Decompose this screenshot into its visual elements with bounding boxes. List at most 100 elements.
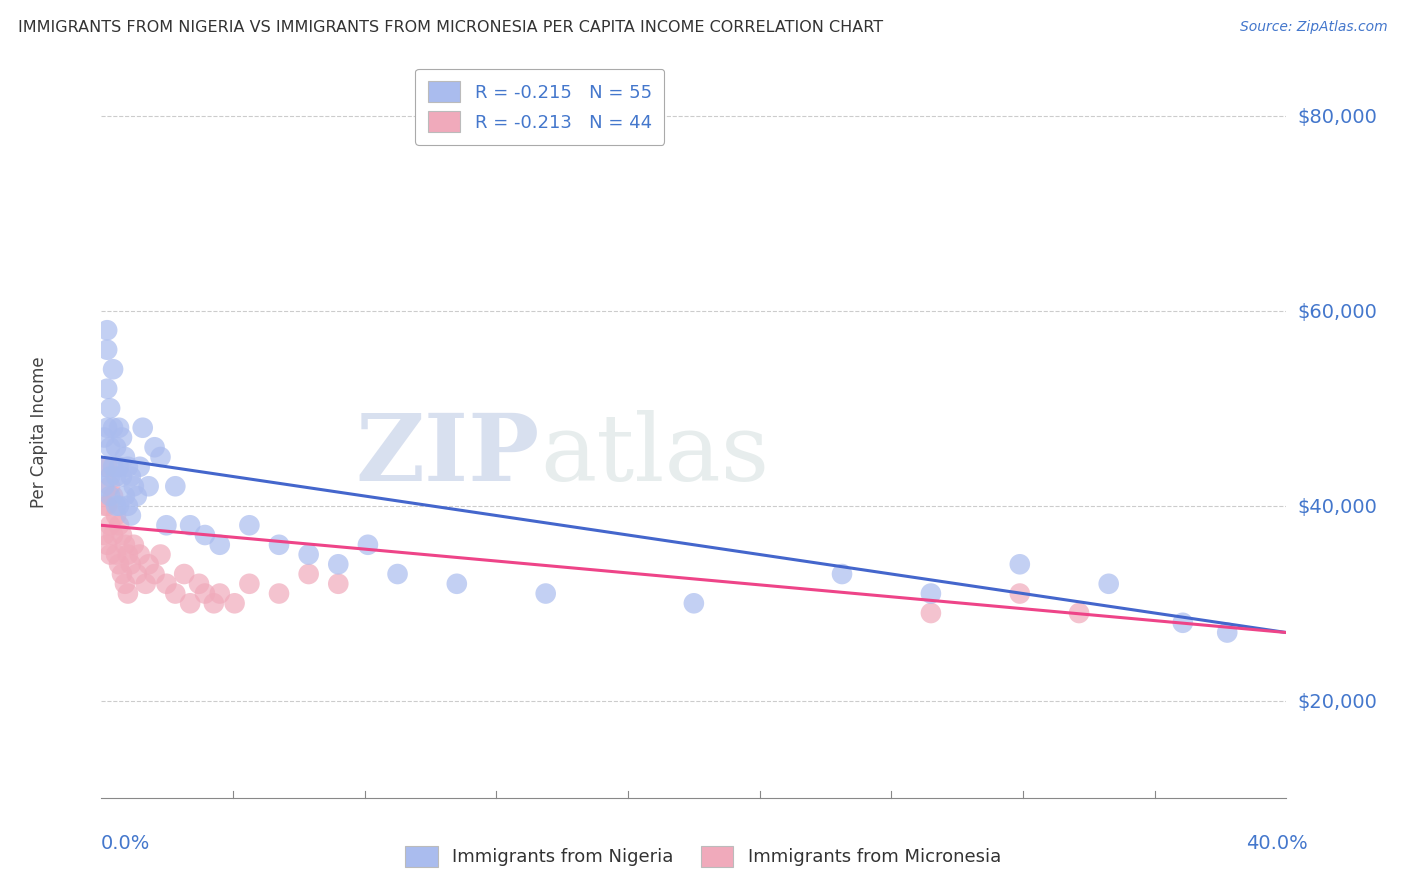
- Point: [165, 479, 187, 493]
- Point: [1098, 576, 1121, 591]
- Point: [122, 538, 145, 552]
- Point: [920, 586, 942, 600]
- Point: [111, 528, 134, 542]
- Point: [446, 576, 468, 591]
- Point: [111, 430, 134, 444]
- Point: [1067, 606, 1090, 620]
- Point: [194, 528, 217, 542]
- Point: [105, 508, 128, 523]
- Point: [179, 518, 201, 533]
- Point: [96, 538, 118, 552]
- Point: [298, 567, 321, 582]
- Point: [149, 450, 172, 464]
- Point: [96, 382, 118, 396]
- Point: [111, 469, 134, 483]
- Point: [96, 421, 118, 435]
- Point: [98, 489, 121, 503]
- Point: [534, 586, 557, 600]
- Point: [267, 586, 290, 600]
- Point: [98, 440, 121, 454]
- Point: [105, 440, 128, 454]
- Point: [108, 499, 131, 513]
- Point: [132, 421, 155, 435]
- Point: [105, 469, 128, 483]
- Point: [114, 450, 136, 464]
- Point: [101, 489, 124, 503]
- Point: [357, 538, 380, 552]
- Text: atlas: atlas: [540, 409, 769, 500]
- Point: [101, 362, 124, 376]
- Point: [98, 479, 121, 493]
- Text: Source: ZipAtlas.com: Source: ZipAtlas.com: [1240, 20, 1388, 34]
- Point: [1008, 558, 1031, 572]
- Text: 0.0%: 0.0%: [101, 834, 150, 853]
- Point: [238, 576, 260, 591]
- Point: [208, 586, 231, 600]
- Point: [98, 518, 121, 533]
- Point: [920, 606, 942, 620]
- Point: [108, 459, 131, 474]
- Point: [93, 528, 115, 542]
- Point: [93, 499, 115, 513]
- Point: [387, 567, 409, 582]
- Point: [98, 401, 121, 416]
- Point: [117, 586, 139, 600]
- Point: [128, 459, 150, 474]
- Point: [122, 479, 145, 493]
- Point: [108, 558, 131, 572]
- Point: [1216, 625, 1239, 640]
- Text: 40.0%: 40.0%: [1246, 834, 1308, 853]
- Point: [1171, 615, 1194, 630]
- Point: [143, 567, 166, 582]
- Point: [831, 567, 853, 582]
- Point: [120, 469, 142, 483]
- Point: [155, 518, 177, 533]
- Point: [179, 596, 201, 610]
- Point: [105, 548, 128, 562]
- Point: [101, 421, 124, 435]
- Point: [101, 528, 124, 542]
- Text: IMMIGRANTS FROM NIGERIA VS IMMIGRANTS FROM MICRONESIA PER CAPITA INCOME CORRELAT: IMMIGRANTS FROM NIGERIA VS IMMIGRANTS FR…: [18, 20, 883, 35]
- Text: ZIP: ZIP: [356, 409, 540, 500]
- Point: [125, 489, 148, 503]
- Point: [108, 518, 131, 533]
- Point: [93, 479, 115, 493]
- Point: [328, 558, 350, 572]
- Point: [117, 548, 139, 562]
- Point: [96, 323, 118, 337]
- Point: [117, 499, 139, 513]
- Point: [202, 596, 225, 610]
- Point: [114, 489, 136, 503]
- Point: [101, 459, 124, 474]
- Point: [138, 479, 160, 493]
- Point: [114, 576, 136, 591]
- Point: [188, 576, 211, 591]
- Point: [120, 558, 142, 572]
- Point: [125, 567, 148, 582]
- Point: [93, 430, 115, 444]
- Point: [328, 576, 350, 591]
- Point: [96, 343, 118, 357]
- Point: [208, 538, 231, 552]
- Point: [93, 459, 115, 474]
- Point: [98, 469, 121, 483]
- Point: [173, 567, 195, 582]
- Point: [135, 576, 157, 591]
- Point: [155, 576, 177, 591]
- Point: [111, 567, 134, 582]
- Point: [120, 508, 142, 523]
- Point: [238, 518, 260, 533]
- Point: [105, 499, 128, 513]
- Legend: Immigrants from Nigeria, Immigrants from Micronesia: Immigrants from Nigeria, Immigrants from…: [396, 837, 1010, 876]
- Point: [683, 596, 704, 610]
- Point: [96, 499, 118, 513]
- Point: [165, 586, 187, 600]
- Point: [138, 558, 160, 572]
- Point: [194, 586, 217, 600]
- Point: [117, 459, 139, 474]
- Point: [1008, 586, 1031, 600]
- Point: [298, 548, 321, 562]
- Text: Per Capita Income: Per Capita Income: [30, 357, 48, 508]
- Point: [143, 440, 166, 454]
- Point: [224, 596, 246, 610]
